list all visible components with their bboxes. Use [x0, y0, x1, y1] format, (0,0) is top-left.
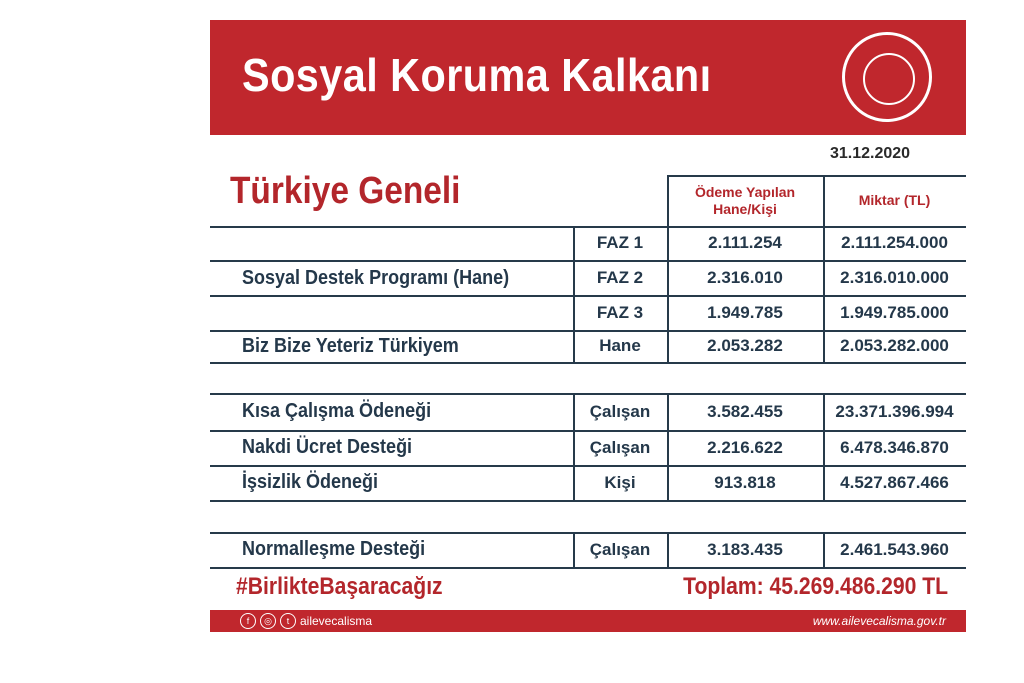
- date: 31.12.2020: [830, 145, 911, 162]
- row-count: 913.818: [714, 472, 776, 492]
- divider: [667, 295, 669, 330]
- social-handle[interactable]: ailevecalisma: [300, 614, 373, 628]
- infographic: Sosyal Koruma Kalkanı 31.12.2020 Türkiye…: [210, 20, 966, 632]
- row-amount: 6.478.346.870: [840, 437, 949, 457]
- divider: [667, 465, 669, 500]
- divider: [667, 226, 669, 260]
- row-count: 2.216.622: [707, 437, 783, 457]
- row-unit: Kişi: [604, 472, 636, 492]
- divider: [823, 295, 825, 330]
- footer-banner: f ◎ t ailevecalisma www.ailevecalisma.go…: [210, 610, 966, 632]
- divider: [210, 430, 966, 432]
- hashtag: #BirlikteBaşaracağız: [236, 573, 443, 600]
- group-label: Biz Bize Yeteriz Türkiyem: [242, 334, 459, 357]
- subtitle: Türkiye Geneli: [230, 170, 461, 212]
- row-count: 3.183.435: [707, 539, 783, 559]
- divider: [823, 260, 825, 295]
- group-label: Sosyal Destek Programı (Hane): [242, 266, 510, 289]
- divider: [667, 430, 669, 465]
- divider: [573, 260, 575, 295]
- divider: [667, 330, 669, 362]
- divider: [573, 465, 575, 500]
- divider: [210, 465, 966, 467]
- divider: [573, 393, 575, 430]
- divider: [210, 500, 966, 502]
- page-title: Sosyal Koruma Kalkanı: [242, 49, 712, 101]
- divider: [210, 226, 966, 228]
- divider: [210, 260, 966, 262]
- divider: [667, 532, 669, 567]
- divider: [210, 393, 966, 395]
- divider: [823, 330, 825, 362]
- divider: [210, 295, 966, 297]
- divider: [210, 567, 966, 569]
- total: Toplam: 45.269.486.290 TL: [683, 573, 948, 600]
- divider: [573, 532, 575, 567]
- divider: [667, 175, 669, 226]
- group-label: Normalleşme Desteği: [242, 538, 426, 560]
- divider: [210, 330, 966, 332]
- instagram-icon[interactable]: ◎: [260, 613, 276, 629]
- row-amount: 2.316.010.000: [840, 267, 949, 287]
- row-amount: 4.527.867.466: [840, 472, 949, 492]
- row-unit: FAZ 1: [596, 233, 644, 252]
- divider: [823, 532, 825, 567]
- row-amount: 2.111.254.000: [841, 233, 948, 252]
- divider: [573, 430, 575, 465]
- row-unit: Çalışan: [589, 437, 651, 457]
- divider: [573, 295, 575, 330]
- row-amount: 23.371.396.994: [835, 401, 954, 421]
- row-unit: Çalışan: [589, 401, 651, 421]
- facebook-icon[interactable]: f: [240, 613, 256, 629]
- row-count: 2.316.010: [707, 267, 783, 287]
- divider: [573, 330, 575, 362]
- column-header-count: Ödeme Yapılan Hane/Kişi: [694, 183, 796, 217]
- row-unit: Çalışan: [589, 539, 651, 559]
- group-label: Nakdi Ücret Desteği: [242, 436, 413, 458]
- divider: [210, 532, 966, 534]
- twitter-icon[interactable]: t: [280, 613, 296, 629]
- ministry-seal-logo: [842, 32, 932, 122]
- row-count: 2.053.282: [707, 336, 783, 355]
- column-header-amount: Miktar (TL): [858, 192, 931, 208]
- group-label: Kısa Çalışma Ödeneği: [242, 400, 432, 422]
- row-count: 3.582.455: [707, 401, 783, 421]
- row-amount: 2.461.543.960: [840, 539, 949, 559]
- divider: [210, 362, 966, 364]
- divider: [823, 430, 825, 465]
- row-unit: Hane: [599, 336, 641, 355]
- divider: [667, 175, 966, 177]
- divider: [667, 393, 669, 430]
- row-count: 1.949.785: [707, 302, 783, 322]
- divider: [667, 260, 669, 295]
- header-banner: Sosyal Koruma Kalkanı: [210, 20, 966, 135]
- social-links: f ◎ t ailevecalisma: [240, 613, 372, 629]
- row-unit: FAZ 3: [596, 302, 644, 322]
- row-count: 2.111.254: [708, 233, 782, 252]
- divider: [823, 175, 825, 226]
- divider: [823, 393, 825, 430]
- row-amount: 1.949.785.000: [840, 302, 949, 322]
- divider: [823, 465, 825, 500]
- row-amount: 2.053.282.000: [840, 336, 949, 355]
- divider: [823, 226, 825, 260]
- row-unit: FAZ 2: [596, 267, 644, 287]
- divider: [573, 226, 575, 260]
- group-label: İşsizlik Ödeneği: [242, 471, 379, 493]
- website-link[interactable]: www.ailevecalisma.gov.tr: [812, 614, 946, 628]
